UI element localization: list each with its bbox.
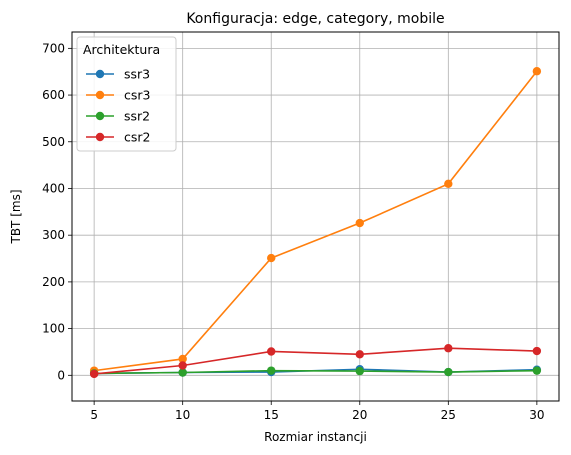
x-tick-label: 25	[441, 408, 456, 422]
legend-item-ssr2: ssr2	[86, 109, 150, 124]
x-tick-label: 30	[529, 408, 544, 422]
legend-item-ssr3: ssr3	[86, 67, 150, 82]
legend-box	[76, 36, 177, 152]
data-point-csr2	[267, 347, 276, 356]
data-point-csr2	[178, 361, 187, 370]
data-point-ssr2	[444, 367, 453, 377]
data-point-csr3	[267, 253, 276, 263]
data-point-csr3	[355, 218, 364, 228]
legend-swatch-marker	[95, 111, 105, 121]
series-csr2	[89, 344, 542, 379]
x-tick-label: 10	[175, 408, 190, 422]
y-tick-label: 100	[42, 322, 65, 336]
x-tick-label: 5	[90, 408, 98, 422]
data-point-csr3	[444, 179, 453, 189]
legend-swatch-marker	[95, 69, 105, 79]
data-point-csr2	[444, 344, 453, 353]
data-point-ssr2	[355, 366, 364, 376]
y-tick-label: 300	[42, 228, 65, 242]
y-tick-label: 400	[42, 181, 65, 195]
legend-label: ssr2	[124, 109, 150, 124]
legend-label: csr2	[124, 130, 150, 145]
chart-title: Konfiguracja: edge, category, mobile	[186, 11, 444, 27]
y-axis-label: TBT [ms]	[9, 189, 23, 244]
legend-swatch-marker	[95, 90, 105, 100]
data-point-csr3	[178, 354, 187, 364]
legend-title: Architektura	[83, 42, 160, 57]
legend-swatch-marker	[95, 132, 105, 142]
series-line-csr3	[94, 70, 538, 372]
plot-area-frame	[71, 31, 560, 402]
legend: Architektura ssr3 csr3 ssr2 csr2	[76, 36, 177, 152]
data-point-csr2	[89, 369, 99, 379]
data-point-ssr2	[267, 366, 276, 375]
x-tick-label: 15	[264, 408, 279, 422]
legend-label: csr3	[124, 88, 150, 103]
grid-lines	[72, 32, 559, 401]
data-point-csr2	[355, 350, 364, 359]
data-point-ssr2	[532, 366, 542, 375]
series-line-csr2	[94, 347, 537, 375]
y-tick-label: 0	[57, 368, 65, 382]
y-tick-label: 500	[42, 135, 65, 149]
data-point-csr2	[532, 346, 542, 356]
x-axis-label: Rozmiar instancji	[264, 430, 367, 444]
series-lines	[89, 67, 542, 379]
y-tick-label: 600	[42, 88, 65, 102]
series-line-ssr2	[94, 369, 537, 375]
legend-label: ssr3	[124, 67, 150, 82]
data-point-csr3	[532, 67, 542, 76]
legend-item-csr3: csr3	[86, 88, 150, 103]
legend-item-csr2: csr2	[86, 130, 150, 145]
y-tick-label: 700	[42, 41, 65, 55]
x-tick-label: 20	[352, 408, 367, 422]
data-point-ssr2	[178, 368, 187, 377]
y-tick-label: 200	[42, 275, 65, 289]
